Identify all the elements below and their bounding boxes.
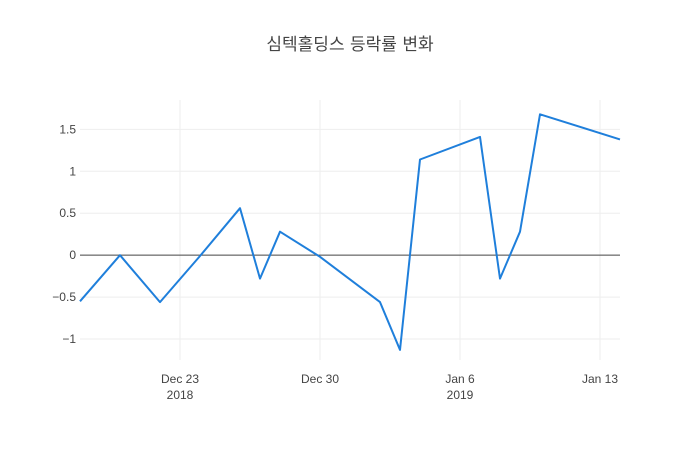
axis-layer: 1.5 1 0.5 0 −0.5 −1 Dec 23 2018 Dec 30 Jan 6 2019 J…: [52, 122, 620, 402]
x-tick-label: Dec 23: [161, 372, 199, 386]
series-layer: [79, 113, 621, 351]
x-tick-year-label: 2019: [447, 388, 474, 402]
series-line: [79, 113, 621, 351]
y-tick-label: 0.5: [59, 206, 76, 220]
x-tick-label: Jan 13: [582, 372, 618, 386]
grid-layer: [80, 100, 620, 360]
y-tick-label: −1: [62, 332, 76, 346]
x-tick-year-label: 2018: [167, 388, 194, 402]
y-tick-label: 1: [69, 164, 76, 178]
y-tick-label: 1.5: [59, 122, 76, 136]
y-tick-label: −0.5: [52, 290, 76, 304]
y-tick-label: 0: [69, 248, 76, 262]
x-tick-label: Jan 6: [445, 372, 475, 386]
x-tick-label: Dec 30: [301, 372, 339, 386]
chart-title: 심텍홀딩스 등락률 변화: [266, 35, 434, 55]
